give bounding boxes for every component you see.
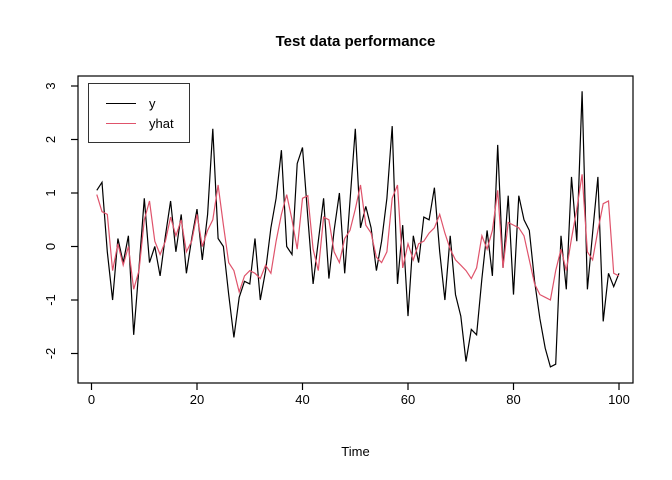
y-tick-label: 0 — [43, 243, 58, 250]
x-tick-label: 40 — [295, 392, 309, 407]
chart-title: Test data performance — [275, 33, 436, 50]
y-tick-label: -2 — [43, 348, 58, 360]
x-tick-label: 0 — [88, 392, 95, 407]
series-line-yhat — [96, 174, 620, 301]
x-tick-label: 100 — [608, 392, 630, 407]
y-tick-label: 2 — [43, 136, 58, 143]
x-tick-label: 60 — [401, 392, 415, 407]
legend-box: y yhat — [88, 83, 190, 143]
x-tick-label: 80 — [506, 392, 520, 407]
y-tick-label: -1 — [43, 294, 58, 306]
plot-border — [77, 75, 634, 384]
x-axis-title: Time — [341, 444, 370, 459]
x-tick-label: 20 — [190, 392, 204, 407]
y-tick-label: 1 — [43, 189, 58, 196]
legend-label-y: y — [149, 95, 156, 111]
legend-label-yhat: yhat — [149, 115, 174, 131]
series-line-y — [96, 91, 620, 368]
legend-item-yhat: yhat — [89, 113, 189, 133]
legend-line-sample-y — [106, 102, 136, 104]
legend-item-y: y — [89, 93, 189, 113]
y-tick-label: 3 — [43, 82, 58, 89]
legend-line-sample-yhat — [106, 122, 136, 124]
